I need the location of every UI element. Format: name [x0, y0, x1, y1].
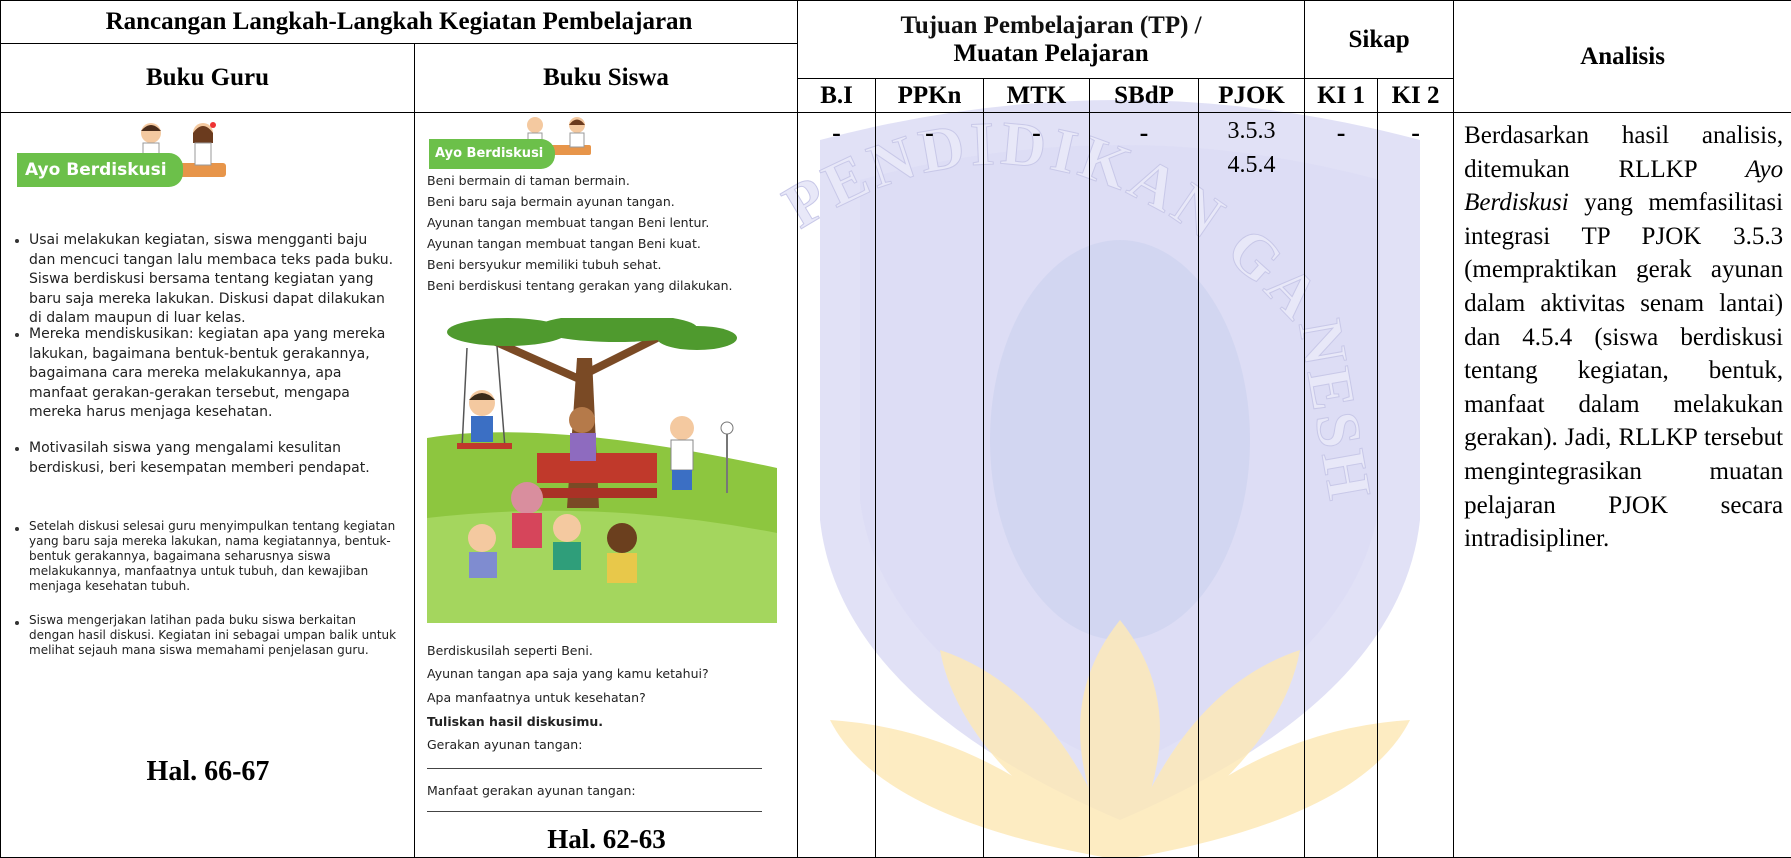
buku-guru-cell: Ayo Berdiskusi Usai melakukan kegiatan, …: [0, 112, 415, 858]
header-tp: Tujuan Pembelajaran (TP) / Muatan Pelajar…: [797, 0, 1306, 79]
header-buku-guru: Buku Guru: [0, 43, 415, 113]
analisis-part: Berdasarkan hasil analisis, ditemukan RL…: [1464, 122, 1784, 183]
text-line: Beni bersyukur memiliki tubuh sehat.: [427, 257, 662, 272]
cell-value: -: [1336, 118, 1346, 147]
question-line: Apa manfaatnya untuk kesehatan?: [427, 690, 646, 705]
answer-line: [427, 768, 762, 769]
text-line: Ayunan tangan membuat tangan Beni lentur…: [427, 215, 710, 230]
badge: Ayo Berdiskusi: [17, 153, 183, 187]
tp-cell: -: [797, 112, 877, 858]
text-line: Beni berdiskusi tentang gerakan yang dil…: [427, 278, 733, 293]
page-ref: Hal. 66-67: [146, 756, 270, 787]
analisis-text: Berdasarkan hasil analisis, ditemukan RL…: [1464, 119, 1783, 556]
bullet: Siswa mengerjakan latihan pada buku sisw…: [15, 613, 397, 657]
header-subject: KI 2: [1377, 78, 1455, 113]
bullet: Setelah diskusi selesai guru menyimpulka…: [15, 519, 396, 593]
header-tp-line: Tujuan Pembelajaran (TP) /: [900, 11, 1202, 39]
header-analisis: Analisis: [1453, 0, 1791, 113]
buku-siswa-cell: Ayo Berdiskusi Beni bermain di taman ber…: [413, 112, 799, 858]
text-line: Beni bermain di taman bermain.: [427, 173, 630, 188]
header-tp-line: Muatan Pelajaran: [953, 39, 1149, 67]
analisis-italic: Ayo Berdiskusi: [1464, 155, 1784, 217]
tp-cell: -: [1089, 112, 1200, 858]
answer-line: [427, 811, 762, 812]
question-line: Berdiskusilah seperti Beni.: [427, 643, 593, 658]
badge: Ayo Berdiskusi: [429, 139, 556, 169]
text-line: Beni baru saja bermain ayunan tangan.: [427, 194, 675, 209]
header-subject: SBdP: [1089, 78, 1200, 113]
park-illustration: [427, 318, 777, 623]
cell-value: -: [925, 118, 934, 147]
cell-value: -: [832, 118, 841, 147]
cell-value: -: [1032, 118, 1041, 147]
text-line: Ayunan tangan membuat tangan Beni kuat.: [427, 236, 701, 251]
question-line: Ayunan tangan apa saja yang kamu ketahui…: [427, 666, 709, 681]
cell-value: 3.5.3: [1227, 118, 1276, 144]
sikap-cell: -: [1377, 112, 1455, 858]
question-line: Gerakan ayunan tangan:: [427, 737, 583, 752]
analisis-cell: Berdasarkan hasil analisis, ditemukan RL…: [1453, 112, 1791, 858]
bullet: Usai melakukan kegiatan, siswa mengganti…: [15, 231, 397, 329]
buku-siswa-page: Ayo Berdiskusi Beni bermain di taman ber…: [415, 113, 797, 857]
header-subject: PPKn: [875, 78, 985, 113]
tp-cell: -: [983, 112, 1091, 858]
analisis-part: yang memfasilitasi integrasi TP PJOK 3.5…: [1464, 189, 1784, 553]
header-subject: MTK: [983, 78, 1091, 113]
bullet: Mereka mendiskusikan: kegiatan apa yang …: [15, 325, 397, 423]
analisis-box: Berdasarkan hasil analisis, ditemukan RL…: [1454, 113, 1791, 857]
cell-value: -: [1411, 118, 1420, 147]
header-sikap: Sikap: [1304, 0, 1455, 79]
buku-guru-page: Ayo Berdiskusi Usai melakukan kegiatan, …: [1, 113, 414, 857]
header-subject: PJOK: [1198, 78, 1306, 113]
sikap-cell: -: [1304, 112, 1379, 858]
header-buku-siswa: Buku Siswa: [413, 43, 799, 113]
tp-cell: 3.5.3 4.5.4: [1198, 112, 1306, 858]
cell-value: -: [1139, 118, 1149, 147]
question-line: Manfaat gerakan ayunan tangan:: [427, 783, 636, 798]
header-subject: B.I: [797, 78, 877, 113]
page-ref: Hal. 62-63: [547, 824, 666, 854]
question-line: Tuliskan hasil diskusimu.: [427, 714, 604, 729]
header-subject: KI 1: [1304, 78, 1379, 113]
bullet: Motivasilah siswa yang mengalami kesulit…: [15, 439, 397, 478]
header-title: Rancangan Langkah-Langkah Kegiatan Pembe…: [0, 0, 799, 44]
tp-cell: -: [875, 112, 985, 858]
cell-value: 4.5.4: [1227, 152, 1276, 178]
